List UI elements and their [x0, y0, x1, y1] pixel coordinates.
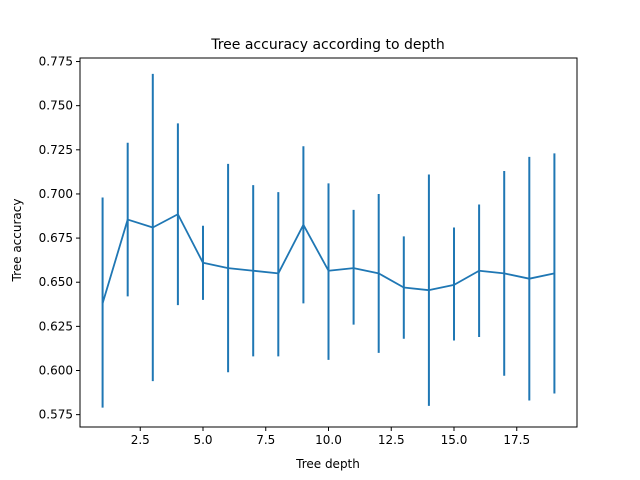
y-tick-label: 0.700 [39, 187, 73, 201]
x-tick-label: 2.5 [131, 433, 150, 447]
x-tick-label: 10.0 [315, 433, 342, 447]
accuracy-line [101, 213, 555, 304]
plot-area: 2.5 5.0 7.5 10.0 12.5 15.0 17.5 0.575 0.600 0.625… [39, 55, 578, 447]
x-tick-label: 12.5 [378, 433, 405, 447]
y-tick-label: 0.725 [39, 143, 73, 157]
y-axis-label: Tree accuracy [10, 199, 24, 283]
y-tick-label: 0.750 [39, 99, 73, 113]
x-tick-label: 5.0 [193, 433, 212, 447]
y-tick-label: 0.675 [39, 231, 73, 245]
x-tick-label: 15.0 [441, 433, 468, 447]
x-tick-label: 7.5 [256, 433, 275, 447]
y-tick-label: 0.650 [39, 275, 73, 289]
x-axis-label: Tree depth [295, 457, 360, 471]
chart-title: Tree accuracy according to depth [210, 37, 445, 53]
y-tick-label: 0.625 [39, 319, 73, 333]
x-tick-label: 17.5 [503, 433, 530, 447]
y-tick-label: 0.575 [39, 408, 73, 422]
y-tick-label: 0.775 [39, 55, 73, 69]
y-tick-label: 0.600 [39, 364, 73, 378]
